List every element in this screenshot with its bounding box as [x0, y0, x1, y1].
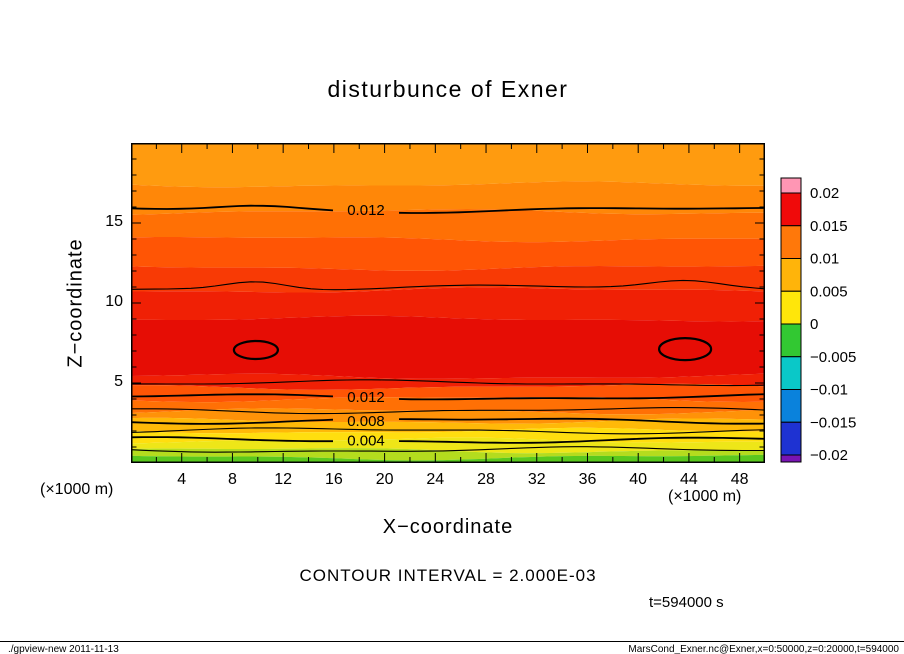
x-tick-label: 8	[227, 471, 237, 488]
svg-text:0.012: 0.012	[347, 389, 385, 406]
x-tick-label: 12	[274, 471, 293, 488]
svg-text:0.004: 0.004	[347, 432, 385, 449]
svg-text:0.005: 0.005	[810, 283, 848, 300]
svg-text:−0.015: −0.015	[810, 414, 856, 431]
svg-text:0.015: 0.015	[810, 218, 848, 235]
y-axis-label: Z−coordinate	[64, 238, 87, 368]
x-tick-label: 20	[375, 471, 394, 488]
footer-divider	[0, 641, 904, 642]
colorbar: 0.02 0.015 0.01 0.005 0 −0.005 −0.01 −0.015 −0.0…	[780, 177, 856, 464]
time-annotation: t=594000 s	[649, 594, 724, 611]
svg-text:0.012: 0.012	[347, 202, 385, 219]
x-tick-label: 32	[527, 471, 546, 488]
x-tick-label: 48	[730, 471, 749, 488]
svg-text:0.02: 0.02	[810, 185, 839, 202]
x-tick-label: 40	[629, 471, 648, 488]
y-tick-label: 10	[105, 293, 123, 310]
svg-text:0: 0	[810, 316, 818, 333]
footer-command: ./gpview-new 2011-11-13	[8, 644, 119, 654]
x-tick-label: 16	[324, 471, 343, 488]
svg-text:0.01: 0.01	[810, 251, 839, 268]
x-axis-label: X−coordinate	[382, 516, 514, 538]
y-tick-label: 5	[114, 373, 123, 390]
x-tick-label: 4	[177, 471, 187, 488]
y-tick-label: 15	[105, 213, 123, 230]
x-tick-label: 36	[578, 471, 597, 488]
svg-text:0.008: 0.008	[347, 413, 385, 430]
contour-plot: 0.012 0.012 0.008 0.004	[131, 143, 765, 463]
x-axis-unit-left: (×1000 m)	[40, 481, 114, 498]
svg-text:−0.01: −0.01	[810, 382, 848, 399]
x-axis-unit-right: (×1000 m)	[668, 488, 742, 505]
footer-source: MarsCond_Exner.nc@Exner,x=0:50000,z=0:20…	[628, 644, 899, 654]
svg-text:−0.005: −0.005	[810, 349, 856, 366]
x-tick-label: 28	[477, 471, 495, 488]
contour-interval-label: CONTOUR INTERVAL = 2.000E-03	[299, 566, 597, 585]
x-tick-label: 44	[680, 471, 698, 488]
x-tick-label: 24	[426, 471, 445, 488]
chart-title: disturbunce of Exner	[327, 76, 569, 102]
svg-text:−0.02: −0.02	[810, 447, 848, 464]
